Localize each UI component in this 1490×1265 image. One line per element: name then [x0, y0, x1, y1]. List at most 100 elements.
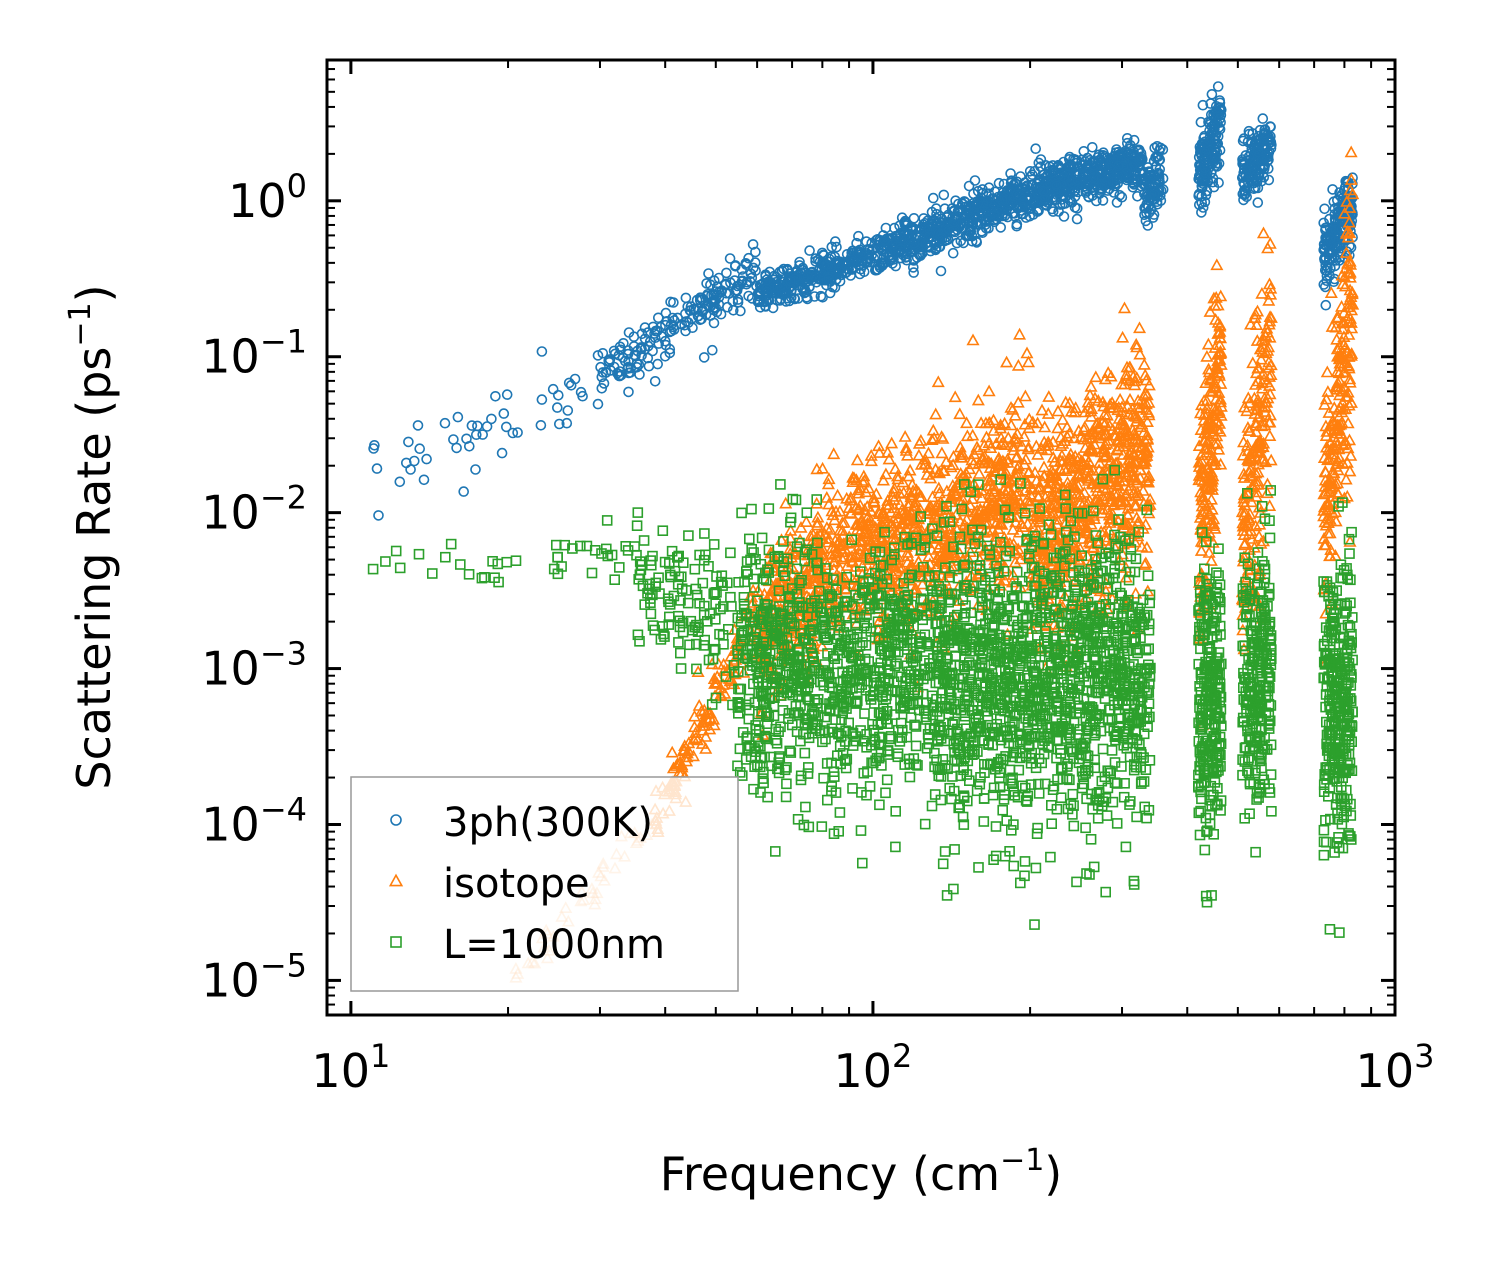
data-point	[1011, 358, 1025, 371]
data-point	[747, 239, 759, 250]
data-point	[680, 325, 691, 337]
data-point	[969, 175, 981, 186]
data-point	[1252, 197, 1264, 208]
data-point	[1005, 177, 1017, 189]
data-point	[823, 253, 835, 265]
data-point	[1051, 180, 1062, 192]
data-point	[1117, 170, 1129, 182]
data-point	[498, 408, 510, 419]
data-point	[841, 249, 853, 260]
data-point	[899, 441, 913, 454]
data-point	[901, 254, 913, 266]
data-point	[421, 453, 432, 465]
data-point	[1262, 293, 1276, 306]
data-point	[931, 375, 945, 388]
data-point	[501, 556, 513, 568]
data-point	[1113, 392, 1127, 405]
data-point	[761, 286, 773, 298]
data-point	[852, 247, 864, 258]
data-point	[799, 515, 813, 528]
data-point	[923, 231, 935, 242]
data-point	[936, 217, 948, 228]
data-point	[708, 295, 720, 307]
data-point	[1124, 143, 1136, 154]
data-point	[412, 420, 424, 431]
data-point	[596, 382, 608, 394]
data-point	[912, 448, 926, 461]
data-point	[403, 436, 414, 448]
data-point	[827, 447, 841, 460]
data-point	[1122, 137, 1133, 149]
data-point	[826, 241, 838, 253]
data-point	[1087, 190, 1098, 201]
data-point	[948, 216, 960, 228]
data-point	[1344, 145, 1358, 158]
data-point	[850, 453, 864, 466]
data-point	[1027, 169, 1038, 180]
series-3ph-300k-	[368, 81, 1358, 521]
data-point	[1012, 202, 1023, 213]
data-point	[869, 264, 881, 276]
data-point	[866, 249, 878, 261]
data-point	[642, 340, 654, 352]
data-point	[853, 230, 864, 242]
data-point	[935, 446, 949, 459]
data-point	[1002, 211, 1013, 223]
data-point	[785, 275, 796, 287]
data-point	[895, 243, 906, 255]
data-point	[949, 204, 960, 216]
data-point	[418, 474, 430, 486]
data-point	[390, 545, 402, 557]
data-point	[877, 257, 889, 268]
data-point	[394, 562, 406, 574]
data-point	[935, 265, 947, 277]
data-point	[794, 520, 808, 533]
data-point	[536, 346, 548, 357]
data-point	[929, 239, 941, 250]
data-point	[809, 291, 820, 302]
data-point	[496, 447, 508, 459]
data-point	[815, 290, 827, 302]
data-point	[638, 535, 650, 546]
data-point	[507, 427, 519, 439]
data-point	[1113, 160, 1124, 172]
data-point	[1071, 203, 1083, 214]
data-point	[1116, 330, 1130, 343]
data-point	[725, 547, 736, 559]
data-point	[698, 352, 710, 363]
data-point	[643, 360, 655, 372]
data-point	[642, 327, 654, 338]
data-point	[536, 394, 548, 405]
data-point	[614, 366, 626, 377]
data-point	[1015, 171, 1026, 182]
data-point	[405, 464, 416, 475]
data-point	[708, 539, 720, 550]
data-point	[831, 488, 845, 501]
data-point	[960, 416, 974, 429]
data-point	[1201, 337, 1215, 350]
data-point	[711, 289, 723, 301]
data-point	[1104, 369, 1118, 382]
data-point	[614, 370, 626, 382]
data-point	[1127, 177, 1139, 188]
data-point	[1320, 299, 1332, 311]
data-point	[642, 352, 654, 364]
data-point	[1047, 206, 1059, 217]
data-point	[1058, 171, 1070, 183]
data-point	[470, 429, 482, 441]
data-point	[426, 568, 438, 579]
data-point	[696, 306, 708, 318]
data-point	[380, 556, 391, 567]
data-point	[824, 287, 836, 299]
data-point	[512, 427, 523, 438]
data-point	[967, 217, 979, 229]
data-point	[552, 389, 564, 401]
data-point	[1020, 346, 1034, 359]
data-point	[490, 390, 501, 402]
data-point	[452, 411, 464, 423]
data-point	[699, 528, 710, 539]
data-point	[1072, 174, 1083, 186]
data-point	[1011, 189, 1023, 200]
data-point	[1033, 204, 1044, 215]
data-point	[692, 698, 706, 711]
